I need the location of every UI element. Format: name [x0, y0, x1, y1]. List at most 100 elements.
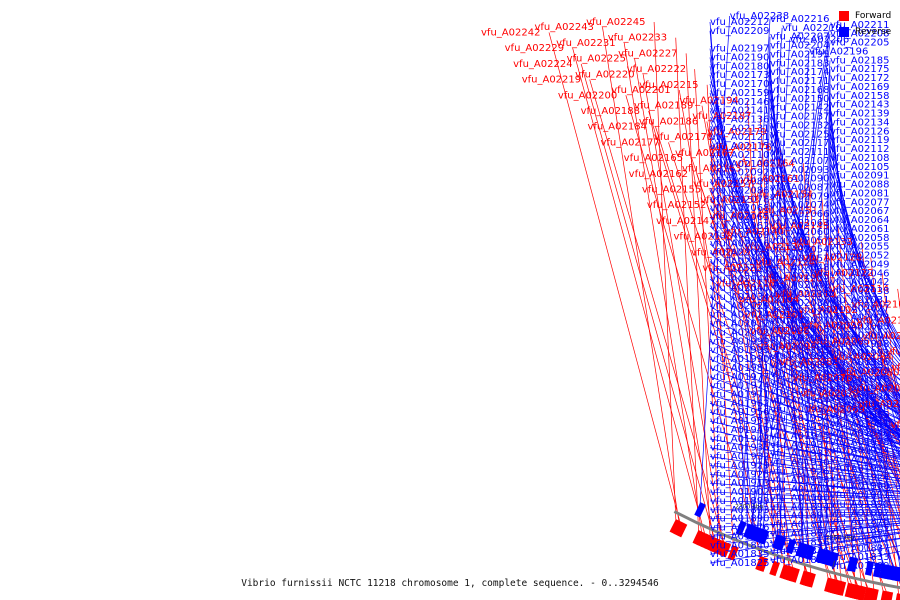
gene-label-vfu-a01930[interactable]: vfu_A01930: [770, 458, 829, 469]
gene-label-vfu-a02141[interactable]: vfu_A02141: [710, 106, 769, 117]
gene-label-vfu-a02087[interactable]: vfu_A02087: [770, 183, 829, 194]
gene-label-vfu-a01856[interactable]: vfu_A01856: [770, 537, 829, 548]
gene-label-vfu-a02143[interactable]: vfu_A02143: [830, 100, 889, 111]
gene-label-vfu-a02105[interactable]: vfu_A02105: [830, 162, 889, 173]
gene-label-vfu-a02123[interactable]: vfu_A02123: [702, 263, 761, 274]
gene-label-vfu-a02040[interactable]: vfu_A02040: [710, 283, 769, 294]
gene-label-vfu-a02196[interactable]: vfu_A02196: [809, 46, 868, 57]
gene-label-vfu-a02195[interactable]: vfu_A02195: [770, 49, 829, 60]
gene-label-vfu-a02085[interactable]: vfu_A02085: [886, 347, 900, 358]
gene-label-vfu-a01953[interactable]: vfu_A01953: [710, 416, 769, 427]
gene-label-vfu-a02069[interactable]: vfu_A02069: [806, 404, 865, 415]
gene-label-vfu-a02002[interactable]: vfu_A02002: [710, 327, 769, 338]
gene-label-vfu-a02220[interactable]: vfu_A02220: [575, 69, 634, 80]
gene-label-vfu-a01979[interactable]: vfu_A01979: [830, 366, 889, 377]
gene-label-vfu-a02095[interactable]: vfu_A02095: [811, 336, 870, 347]
gene-label-vfu-a01867[interactable]: vfu_A01867: [830, 526, 889, 537]
gene-label-vfu-a02093[interactable]: vfu_A02093: [770, 165, 829, 176]
gene-label-vfu-a01840[interactable]: vfu_A01840: [710, 540, 769, 551]
gene-label-vfu-a02003[interactable]: vfu_A02003: [770, 324, 829, 335]
gene-label-vfu-a02243[interactable]: vfu_A02243: [534, 22, 593, 33]
gene-label-vfu-a02097[interactable]: vfu_A02097: [862, 331, 900, 342]
gene-label-vfu-a02027[interactable]: vfu_A02027: [830, 304, 889, 315]
gene-label-vfu-a01835[interactable]: vfu_A01835: [710, 549, 769, 560]
gene-label-vfu-a01998[interactable]: vfu_A01998: [830, 339, 889, 350]
gene-label-vfu-a01918[interactable]: vfu_A01918: [770, 475, 829, 486]
gene-label-vfu-a02121[interactable]: vfu_A02121: [710, 132, 769, 143]
gene-label-vfu-a02028[interactable]: vfu_A02028: [891, 420, 900, 431]
gene-label-vfu-a02000[interactable]: vfu_A02000: [770, 333, 829, 344]
gene-label-vfu-a02211[interactable]: vfu_A02211: [830, 20, 889, 31]
gene-label-vfu-a02229[interactable]: vfu_A02229: [505, 43, 564, 54]
gene-label-vfu-a01986[interactable]: vfu_A01986: [830, 357, 889, 368]
gene-label-vfu-a01995[interactable]: vfu_A01995: [710, 345, 769, 356]
gene-label-vfu-a02197[interactable]: vfu_A02197: [710, 44, 769, 55]
gene-label-vfu-a01857[interactable]: vfu_A01857: [830, 534, 889, 545]
gene-label-vfu-a02137[interactable]: vfu_A02137: [770, 112, 829, 123]
gene-label-vfu-a02061[interactable]: vfu_A02061: [830, 224, 889, 235]
gene-label-vfu-a02100[interactable]: vfu_A02100: [857, 315, 900, 326]
gene-label-vfu-a02024[interactable]: vfu_A02024: [710, 310, 769, 321]
gene-label-vfu-a02180[interactable]: vfu_A02180: [710, 61, 769, 72]
gene-label-vfu-a01985[interactable]: vfu_A01985: [770, 360, 829, 371]
gene-label-vfu-a02072[interactable]: vfu_A02072: [800, 389, 859, 400]
gene-label-vfu-a02173[interactable]: vfu_A02173: [710, 70, 769, 81]
gene-label-vfu-a02155[interactable]: vfu_A02155: [642, 184, 701, 195]
gene-label-vfu-a02083[interactable]: vfu_A02083: [779, 357, 838, 368]
gene-label-vfu-a01929[interactable]: vfu_A01929: [710, 460, 769, 471]
gene-label-vfu-a02076[interactable]: vfu_A02076: [793, 373, 852, 384]
gene-label-vfu-a02201[interactable]: vfu_A02201: [611, 85, 670, 96]
gene-label-vfu-a01913[interactable]: vfu_A01913: [710, 478, 769, 489]
gene-label-vfu-a01933[interactable]: vfu_A01933: [770, 449, 829, 460]
gene-label-vfu-a01978[interactable]: vfu_A01978: [770, 369, 829, 380]
gene-label-vfu-a02187[interactable]: vfu_A02187: [692, 111, 751, 122]
gene-label-vfu-a01908[interactable]: vfu_A01908: [830, 481, 889, 492]
gene-label-vfu-a01859[interactable]: vfu_A01859: [710, 531, 769, 542]
gene-label-vfu-a02094[interactable]: vfu_A02094: [757, 341, 816, 352]
gene-label-vfu-a02154[interactable]: vfu_A02154: [754, 190, 813, 201]
gene-label-vfu-a01943[interactable]: vfu_A01943: [710, 434, 769, 445]
gene-label-vfu-a02088[interactable]: vfu_A02088: [830, 180, 889, 191]
gene-label-vfu-a01825[interactable]: vfu_A01825: [710, 558, 769, 569]
gene-label-vfu-a01934[interactable]: vfu_A01934: [830, 446, 889, 457]
gene-label-vfu-a02133[interactable]: vfu_A02133: [793, 237, 852, 248]
gene-label-vfu-a02053[interactable]: vfu_A02053: [710, 248, 769, 259]
gene-label-vfu-a02157[interactable]: vfu_A02157: [693, 179, 752, 190]
gene-label-vfu-a02179[interactable]: vfu_A02179: [707, 127, 766, 138]
gene-label-vfu-a02060[interactable]: vfu_A02060: [770, 227, 829, 238]
gene-label-vfu-a02227[interactable]: vfu_A02227: [618, 48, 677, 59]
gene-label-vfu-a02194[interactable]: vfu_A02194: [679, 96, 738, 107]
gene-label-vfu-a02238[interactable]: vfu_A02238: [730, 11, 789, 22]
gene-label-vfu-a02030[interactable]: vfu_A02030: [770, 298, 829, 309]
gene-label-vfu-a02049[interactable]: vfu_A02049: [830, 259, 889, 270]
gene-label-vfu-a02245[interactable]: vfu_A02245: [586, 17, 645, 28]
gene-label-vfu-a02175[interactable]: vfu_A02175: [830, 64, 889, 75]
gene-label-vfu-a02219[interactable]: vfu_A02219: [522, 75, 581, 86]
gene-label-vfu-a02073[interactable]: vfu_A02073: [854, 383, 900, 394]
gene-label-vfu-a02138[interactable]: vfu_A02138: [674, 232, 733, 243]
gene-label-vfu-a01964[interactable]: vfu_A01964: [770, 395, 829, 406]
gene-label-vfu-a01826[interactable]: vfu_A01826: [770, 555, 829, 566]
gene-label-vfu-a01891[interactable]: vfu_A01891: [770, 511, 829, 522]
gene-label-vfu-a02074[interactable]: vfu_A02074: [770, 200, 829, 211]
gene-label-vfu-a02159[interactable]: vfu_A02159: [710, 88, 769, 99]
gene-label-vfu-a02029[interactable]: vfu_A02029: [710, 301, 769, 312]
gene-label-vfu-a02188[interactable]: vfu_A02188: [581, 106, 640, 117]
gene-label-vfu-a02116[interactable]: vfu_A02116: [716, 279, 775, 290]
gene-label-vfu-a02165[interactable]: vfu_A02165: [624, 153, 683, 164]
gene-label-vfu-a02242[interactable]: vfu_A02242: [481, 27, 540, 38]
gene-label-vfu-a02056[interactable]: vfu_A02056: [710, 239, 769, 250]
gene-label-vfu-a02134[interactable]: vfu_A02134: [830, 117, 889, 128]
gene-label-vfu-a01958[interactable]: vfu_A01958: [830, 401, 889, 412]
gene-label-vfu-a02184[interactable]: vfu_A02184: [587, 122, 646, 133]
gene-label-vfu-a02059[interactable]: vfu_A02059: [710, 230, 769, 241]
gene-label-vfu-a02102[interactable]: vfu_A02102: [798, 305, 857, 316]
gene-label-vfu-a02172[interactable]: vfu_A02172: [830, 73, 889, 84]
gene-label-vfu-a01890[interactable]: vfu_A01890: [710, 514, 769, 525]
gene-label-vfu-a02167[interactable]: vfu_A02167: [675, 148, 734, 159]
gene-label-vfu-a02042[interactable]: vfu_A02042: [830, 277, 889, 288]
gene-label-vfu-a01977[interactable]: vfu_A01977: [710, 372, 769, 383]
gene-label-vfu-a02021[interactable]: vfu_A02021: [770, 316, 829, 327]
gene-label-vfu-a02048[interactable]: vfu_A02048: [770, 262, 829, 273]
gene-label-vfu-a02206[interactable]: vfu_A02206: [790, 35, 849, 46]
